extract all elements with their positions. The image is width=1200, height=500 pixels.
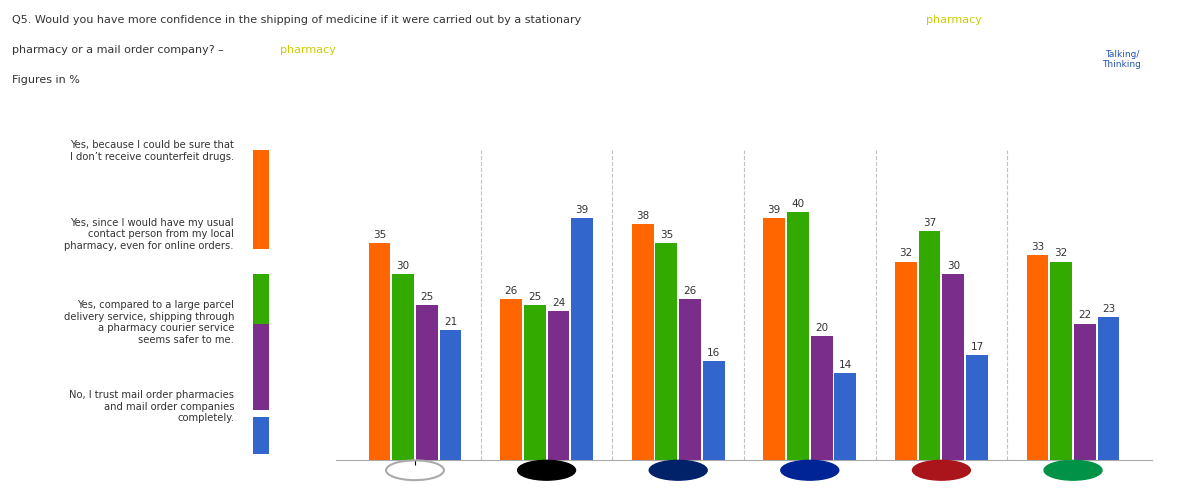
- Text: Figures in %: Figures in %: [12, 75, 80, 85]
- Bar: [253, 150, 269, 249]
- Bar: [1050, 262, 1072, 460]
- Text: 17: 17: [971, 342, 984, 351]
- Bar: [811, 336, 833, 460]
- Bar: [416, 305, 438, 460]
- Text: 23: 23: [1102, 304, 1115, 314]
- Text: Talking/
Thinking: Talking/ Thinking: [1103, 50, 1141, 69]
- Text: 39: 39: [576, 205, 589, 215]
- Text: 39: 39: [768, 205, 781, 215]
- Bar: [895, 262, 917, 460]
- Text: 32: 32: [899, 248, 912, 258]
- Circle shape: [517, 460, 576, 480]
- Text: pharmacy or a mail order company? –: pharmacy or a mail order company? –: [12, 45, 227, 55]
- Text: 25: 25: [528, 292, 541, 302]
- Text: Q5. Would you have more confidence in the shipping of medicine if it were carrie: Q5. Would you have more confidence in th…: [12, 15, 584, 25]
- Text: 35: 35: [660, 230, 673, 240]
- Bar: [500, 299, 522, 460]
- Bar: [368, 243, 390, 460]
- Bar: [763, 218, 785, 460]
- Text: 16: 16: [707, 348, 720, 358]
- Bar: [787, 212, 809, 460]
- Bar: [655, 243, 677, 460]
- Bar: [942, 274, 964, 460]
- Text: 30: 30: [396, 261, 409, 271]
- Text: 35: 35: [373, 230, 386, 240]
- Circle shape: [649, 460, 707, 480]
- Circle shape: [912, 460, 971, 480]
- Bar: [253, 324, 269, 410]
- Text: 20: 20: [815, 323, 828, 333]
- Text: 14: 14: [839, 360, 852, 370]
- Text: 32: 32: [1055, 248, 1068, 258]
- Text: 33: 33: [1031, 242, 1044, 252]
- Bar: [253, 416, 269, 454]
- Bar: [524, 305, 546, 460]
- Bar: [547, 311, 569, 460]
- Bar: [966, 354, 988, 460]
- Bar: [919, 230, 941, 460]
- Text: pharmacy: pharmacy: [280, 45, 336, 55]
- Bar: [1026, 256, 1049, 460]
- Text: Yes, since I would have my usual
contact person from my local
pharmacy, even for: Yes, since I would have my usual contact…: [65, 218, 234, 250]
- Text: 21: 21: [444, 316, 457, 326]
- Bar: [571, 218, 593, 460]
- Text: 22: 22: [1079, 310, 1092, 320]
- Text: 30: 30: [947, 261, 960, 271]
- Text: Medicine: Medicine: [1097, 24, 1147, 34]
- Text: Yes, because I could be sure that
I don’t receive counterfeit drugs.: Yes, because I could be sure that I don’…: [70, 140, 234, 162]
- Text: Yes, compared to a large parcel
delivery service, shipping through
a pharmacy co: Yes, compared to a large parcel delivery…: [64, 300, 234, 345]
- Bar: [703, 361, 725, 460]
- Circle shape: [781, 460, 839, 480]
- Bar: [439, 330, 462, 460]
- Text: 40: 40: [791, 199, 804, 209]
- Text: 38: 38: [636, 212, 649, 222]
- Text: 24: 24: [552, 298, 565, 308]
- Bar: [834, 373, 857, 460]
- Bar: [1074, 324, 1096, 460]
- Bar: [679, 299, 701, 460]
- Bar: [1098, 318, 1120, 460]
- Circle shape: [1044, 460, 1102, 480]
- Text: 25: 25: [420, 292, 433, 302]
- Text: 26: 26: [504, 286, 517, 296]
- Text: pharmacy: pharmacy: [926, 15, 983, 25]
- Text: 37: 37: [923, 218, 936, 228]
- Bar: [631, 224, 654, 460]
- Bar: [392, 274, 414, 460]
- Text: No, I trust mail order pharmacies
and mail order companies
completely.: No, I trust mail order pharmacies and ma…: [70, 390, 234, 423]
- Text: 26: 26: [684, 286, 697, 296]
- Bar: [253, 274, 269, 324]
